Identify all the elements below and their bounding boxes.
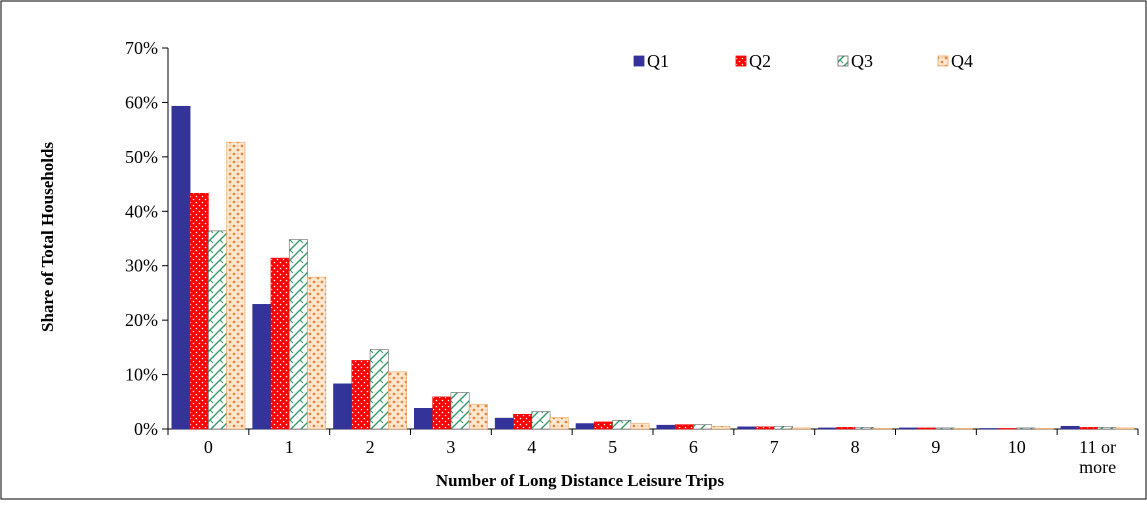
x-tick-label: 9 (931, 437, 940, 457)
bar-q2-5 (593, 421, 613, 430)
bar-q3-7 (773, 425, 793, 430)
x-axis: 0 1 2 3 4 5 6 7 8 9 10 11 or more (167, 428, 1139, 477)
bar-q4-10 (1034, 428, 1054, 430)
legend-label-q4: Q4 (951, 51, 973, 71)
x-tick-label: 8 (851, 437, 860, 457)
y-tick-label: 70% (125, 38, 158, 58)
bar-q2-2 (351, 360, 371, 430)
bar-q2-3 (432, 396, 452, 430)
x-tick-label: 2 (366, 437, 375, 457)
y-tick-label: 60% (125, 92, 158, 112)
bar-q2-1 (270, 257, 290, 430)
x-axis-title: Number of Long Distance Leisure Trips (436, 471, 725, 490)
bar-q4-1 (307, 276, 327, 430)
bar-q2-4 (513, 414, 533, 430)
bar-q1-4 (494, 417, 514, 430)
bar-q2-7 (755, 426, 775, 430)
bar-q2-9 (917, 427, 937, 430)
legend-swatch-q3 (837, 55, 849, 67)
bar-q3-9 (935, 427, 955, 430)
bar-q3-3 (450, 392, 470, 430)
legend-swatch-q2 (735, 55, 747, 67)
bar-q4-2 (388, 371, 407, 430)
y-axis-title: Share of Total Households (38, 142, 57, 332)
legend: Q1 Q2 Q3 Q4 (633, 51, 973, 71)
bar-q4-6 (711, 425, 731, 430)
x-tick-label: 3 (446, 437, 455, 457)
bar-q1-1 (252, 304, 272, 430)
bar-q2-8 (836, 427, 856, 430)
bar-q3-4 (531, 411, 551, 430)
bar-q1-8 (818, 427, 838, 430)
y-tick-label: 10% (125, 365, 158, 385)
bar-q4-3 (468, 404, 488, 430)
bar-q1-10 (979, 428, 999, 430)
bar-q4-4 (549, 417, 569, 430)
bar-q3-5 (612, 419, 632, 430)
bar-q3-8 (854, 427, 874, 430)
bar-q1-6 (656, 424, 676, 430)
bar-q4-9 (953, 428, 973, 430)
x-tick-label: 6 (689, 437, 698, 457)
bar-q3-0 (208, 230, 228, 430)
y-tick-label: 40% (125, 201, 158, 221)
legend-label-q2: Q2 (749, 51, 771, 71)
legend-swatch-q4 (937, 55, 949, 67)
bar-q1-11 (1060, 425, 1080, 430)
bar-q2-6 (674, 424, 694, 430)
bars (171, 105, 1135, 430)
bar-q1-3 (414, 408, 433, 430)
legend-label-q1: Q1 (647, 51, 669, 71)
y-tick-label: 0% (134, 419, 158, 439)
y-tick-label: 50% (125, 147, 158, 167)
y-tick-label: 30% (125, 256, 158, 276)
bar-q3-6 (693, 424, 713, 430)
bar-q3-10 (1016, 427, 1036, 430)
x-tick-label: 1 (285, 437, 294, 457)
x-tick-label: 10 (1008, 437, 1026, 457)
x-tick-label: 5 (608, 437, 617, 457)
bar-q3-2 (369, 349, 389, 430)
y-tick-label: 20% (125, 310, 158, 330)
y-axis: 0% 10% 20% 30% 40% 50% 60% 70% (125, 38, 169, 439)
bar-q1-2 (333, 383, 353, 430)
bar-q4-0 (226, 141, 246, 430)
bar-q4-7 (792, 427, 812, 430)
bar-q1-0 (171, 105, 191, 430)
bar-q4-8 (873, 428, 892, 430)
x-tick-label: 7 (770, 437, 779, 457)
legend-swatch-q1 (633, 55, 645, 67)
bar-q3-1 (288, 239, 308, 430)
bar-q1-5 (575, 423, 595, 430)
bar-q2-0 (189, 193, 209, 430)
bar-q3-11 (1097, 427, 1117, 430)
bar-q1-9 (899, 427, 918, 430)
bar-q1-7 (737, 426, 757, 430)
bar-q4-5 (630, 423, 650, 430)
bar-q4-11 (1115, 427, 1135, 430)
x-tick-label: 0 (204, 437, 213, 457)
legend-label-q3: Q3 (851, 51, 873, 71)
bar-q2-10 (998, 428, 1018, 430)
x-tick-label: 4 (527, 437, 536, 457)
x-tick-label: 11 or more (1079, 437, 1116, 477)
bar-q2-11 (1078, 427, 1098, 430)
